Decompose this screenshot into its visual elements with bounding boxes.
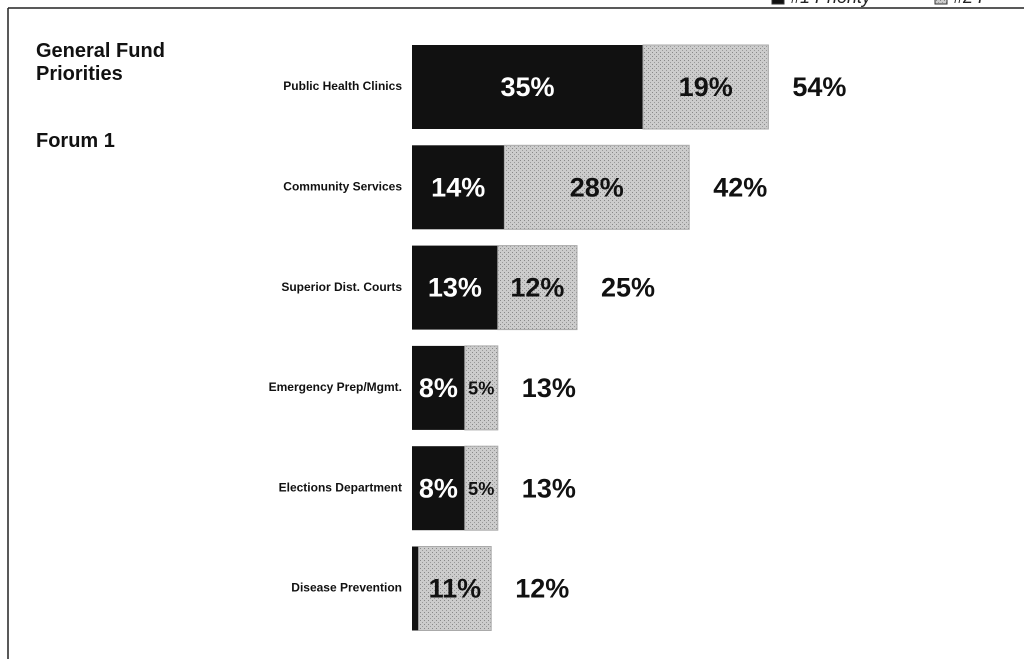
value-label: 8% bbox=[419, 373, 458, 403]
category-label: Public Health Clinics bbox=[283, 79, 402, 93]
bar-segment bbox=[642, 44, 769, 130]
category-label: Emergency Prep/Mgmt. bbox=[269, 380, 402, 394]
value-label: 8% bbox=[419, 473, 458, 503]
value-label: 35% bbox=[500, 72, 554, 102]
bar-segment bbox=[412, 45, 643, 129]
total-label: 13% bbox=[522, 373, 576, 403]
bar-segment bbox=[412, 345, 465, 430]
bar-segment bbox=[412, 245, 498, 330]
legend-swatch bbox=[934, 0, 948, 5]
chart-subtitle: Forum 1 bbox=[36, 130, 115, 152]
value-label: 12% bbox=[510, 273, 564, 303]
total-label: 13% bbox=[522, 473, 576, 503]
value-label: 5% bbox=[468, 379, 494, 399]
bar-segment bbox=[497, 245, 578, 331]
bar-segment bbox=[412, 446, 465, 531]
value-label: 11% bbox=[429, 574, 482, 604]
total-label: 12% bbox=[515, 574, 569, 604]
total-label: 54% bbox=[792, 72, 846, 102]
value-label: 19% bbox=[679, 72, 733, 102]
chart-title: General Fund Priorities bbox=[36, 40, 165, 85]
legend-swatch bbox=[771, 0, 785, 5]
bar-segment bbox=[412, 546, 419, 631]
total-label: 25% bbox=[601, 273, 655, 303]
legend-label: #1 Priority bbox=[790, 0, 872, 7]
bar-segment bbox=[503, 144, 690, 230]
category-label: Superior Dist. Courts bbox=[281, 280, 402, 294]
legend-label: #2 P bbox=[953, 0, 990, 7]
bar-segment bbox=[464, 345, 499, 431]
bar-segment bbox=[418, 546, 492, 631]
category-label: Elections Department bbox=[279, 480, 402, 494]
value-label: 5% bbox=[468, 479, 494, 499]
value-label: 14% bbox=[431, 172, 485, 202]
value-label: 28% bbox=[570, 172, 624, 202]
category-label: Disease Prevention bbox=[291, 581, 402, 595]
category-label: Community Services bbox=[283, 179, 402, 193]
total-label: 42% bbox=[713, 172, 767, 202]
bar-segment bbox=[464, 445, 499, 531]
value-label: 13% bbox=[428, 273, 482, 303]
bar-segment bbox=[412, 145, 505, 230]
